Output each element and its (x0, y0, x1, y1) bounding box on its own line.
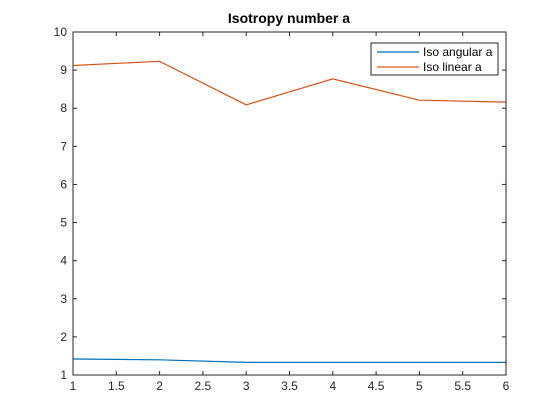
axes-layer: 1 1.5 2 2.5 3 3.5 4 4.5 5 5.5 6 1 2 3 4 5 6 7 8 9 10 (54, 25, 510, 393)
x-tick-label: 1.5 (108, 379, 125, 393)
y-tick-label: 8 (60, 101, 67, 115)
y-tick-label: 7 (60, 139, 67, 153)
y-tick-label: 10 (54, 25, 68, 39)
series-line-0 (72, 358, 506, 363)
x-tick-label: 5 (416, 379, 423, 393)
legend-label-iso-linear: Iso linear a (423, 60, 482, 74)
x-tick-label: 2 (156, 379, 163, 393)
plot-area (73, 32, 506, 375)
chart-title: Isotropy number a (228, 10, 350, 26)
y-tick-label: 6 (60, 177, 67, 191)
x-tick-label: 2.5 (195, 379, 212, 393)
x-tick-label: 4.5 (368, 379, 385, 393)
legend: Iso angular a Iso linear a (370, 42, 499, 76)
y-tick-label: 1 (60, 368, 67, 382)
x-tick-label: 1 (70, 379, 77, 393)
x-tick-label: 3.5 (281, 379, 298, 393)
y-tick-label: 2 (60, 330, 67, 344)
series-line-1 (72, 60, 507, 106)
series-layer (72, 60, 507, 363)
y-tick-label: 3 (60, 292, 67, 306)
legend-label-iso-angular: Iso angular a (423, 45, 493, 59)
legend-box (370, 42, 499, 76)
y-tick-label: 5 (60, 216, 67, 230)
y-tick-label: 4 (60, 254, 67, 268)
x-tick-label: 3 (243, 379, 250, 393)
y-tick-label: 9 (60, 63, 67, 77)
x-tick-label: 4 (329, 379, 336, 393)
x-tick-label: 6 (503, 379, 510, 393)
x-tick-label: 5.5 (454, 379, 471, 393)
